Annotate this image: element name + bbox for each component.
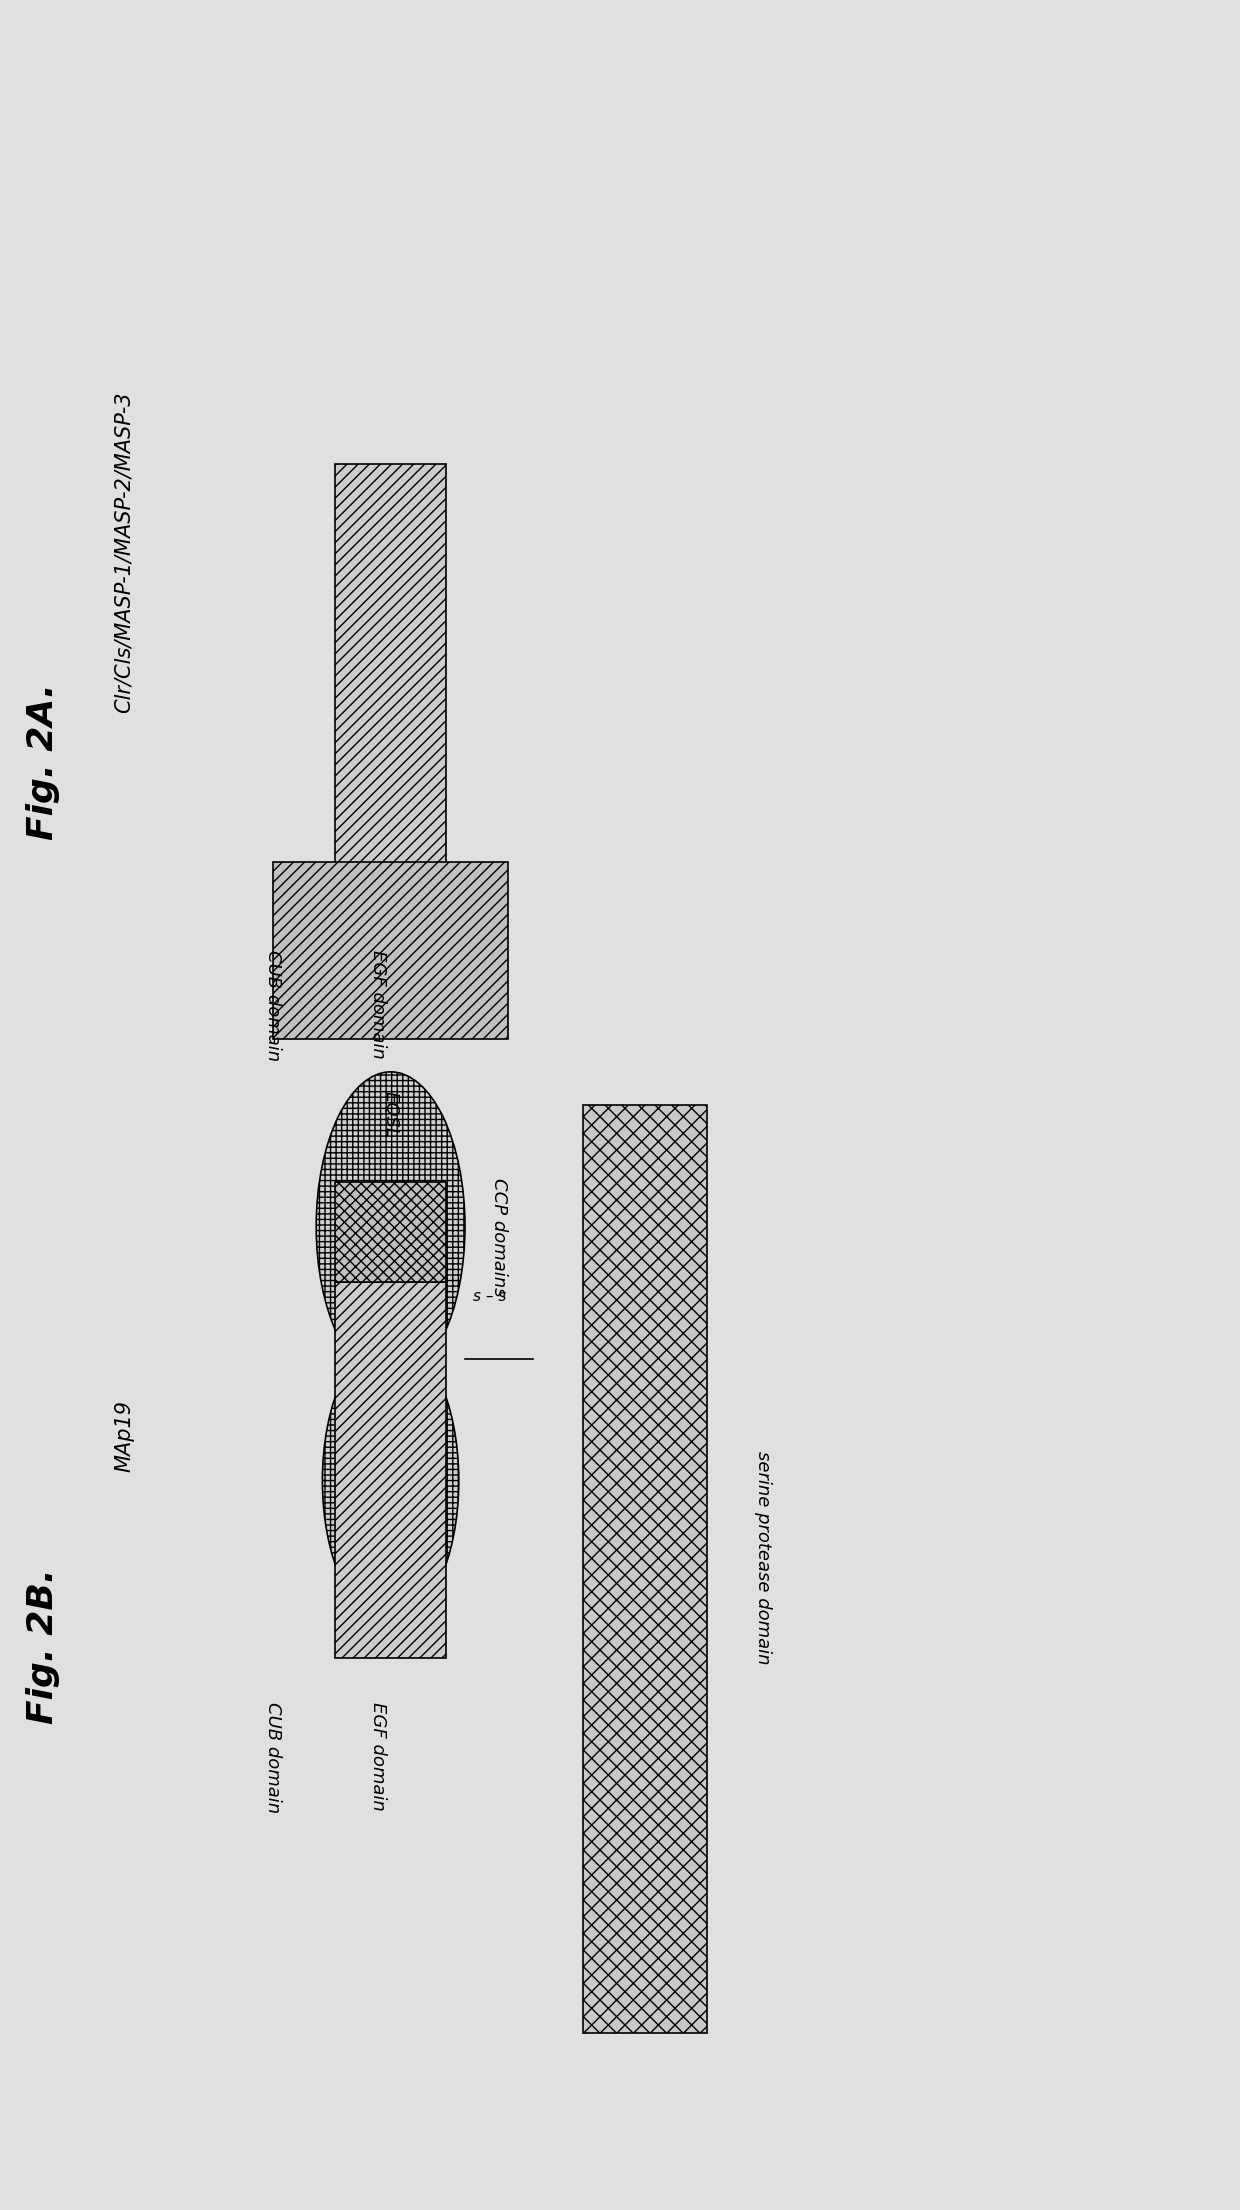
Text: EGF domain: EGF domain	[370, 950, 387, 1059]
Bar	[335, 464, 446, 884]
Text: serine protease domain: serine protease domain	[754, 1452, 771, 1664]
Bar	[583, 1105, 707, 2033]
Text: EQSL: EQSL	[382, 1092, 399, 1138]
Bar	[273, 862, 508, 1039]
Text: Clr/Cls/MASP-1/MASP-2/MASP-3: Clr/Cls/MASP-1/MASP-2/MASP-3	[114, 391, 134, 714]
Text: CCP domains: CCP domains	[490, 1178, 508, 1297]
Text: MAp19: MAp19	[114, 1401, 134, 1472]
Text: CUB domain: CUB domain	[264, 950, 281, 1061]
Text: s – s: s – s	[474, 1288, 506, 1304]
Text: EGF domain: EGF domain	[370, 1702, 387, 1810]
Ellipse shape	[316, 1072, 465, 1381]
Text: CUB domain: CUB domain	[264, 1702, 281, 1812]
Text: Fig. 2B.: Fig. 2B.	[26, 1569, 61, 1724]
Ellipse shape	[322, 1337, 459, 1624]
Bar	[335, 1182, 446, 1282]
Text: Fig. 2A.: Fig. 2A.	[26, 683, 61, 840]
Bar	[335, 1282, 446, 1658]
